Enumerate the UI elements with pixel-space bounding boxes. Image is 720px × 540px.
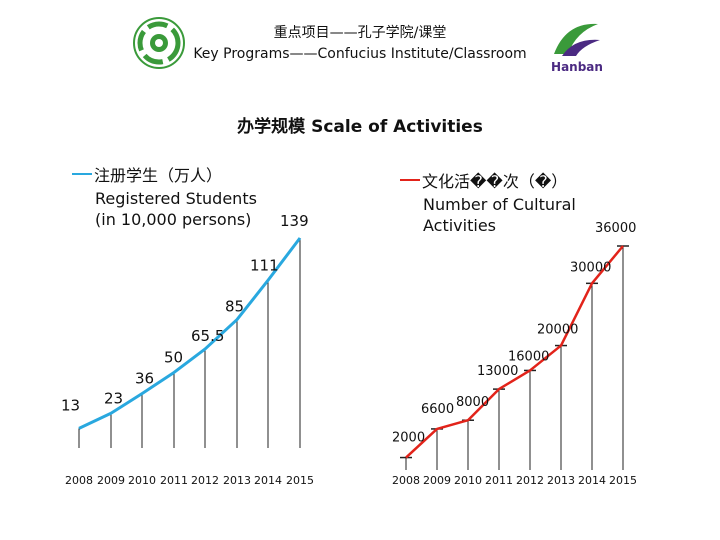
students-x-tick-2010: 2010 [128, 474, 156, 487]
legend-activities-en-1: Number of Cultural [423, 195, 576, 214]
activities-x-tick-2011: 2011 [485, 474, 513, 487]
students-x-tick-2008: 2008 [65, 474, 93, 487]
legend-swatch-students [72, 173, 92, 175]
activities-value-label-2008: 2000 [392, 431, 425, 446]
legend-activities-zh: 文化活��次（�） [422, 172, 568, 191]
activities-value-label-2012: 16000 [508, 349, 549, 364]
students-value-label-2010: 36 [135, 370, 154, 388]
activities-x-tick-2008: 2008 [392, 474, 420, 487]
legend-students-zh: 注册学生（万人） [94, 166, 223, 185]
activities-value-label-2011: 13000 [477, 364, 518, 379]
activities-value-label-2010: 8000 [456, 395, 489, 410]
activities-value-label-2015: 36000 [595, 221, 636, 236]
students-x-tick-2015: 2015 [286, 474, 314, 487]
activities-x-tick-2013: 2013 [547, 474, 575, 487]
legend-activities-en-2: Activities [423, 216, 496, 235]
students-series-line [78, 237, 302, 430]
activities-x-tick-2012: 2012 [516, 474, 544, 487]
activities-x-tick-2014: 2014 [578, 474, 606, 487]
legend-activities: 文化活��次（�） Number of Cultural Activities [400, 168, 576, 235]
activities-value-label-2013: 20000 [537, 323, 578, 338]
legend-students: 注册学生（万人） Registered Students (in 10,000 … [72, 162, 257, 229]
legend-swatch-activities [400, 179, 420, 181]
students-x-tick-2012: 2012 [191, 474, 219, 487]
students-value-label-2013: 85 [225, 298, 244, 316]
students-value-label-2008: 13 [61, 396, 80, 414]
confucius-institute-logo [133, 17, 185, 69]
legend-students-en-1: Registered Students [95, 189, 257, 208]
students-value-label-2012: 65.5 [191, 327, 224, 345]
students-x-tick-2011: 2011 [160, 474, 188, 487]
hanban-logo-text: Hanban [551, 60, 603, 74]
activities-series-line [405, 245, 624, 459]
legend-students-en-2: (in 10,000 persons) [95, 210, 252, 229]
activities-x-tick-2015: 2015 [609, 474, 637, 487]
header-title-zh: 重点项目——孔子学院/课堂 [273, 25, 447, 41]
students-value-label-2014: 111 [250, 256, 279, 274]
activities-value-label-2009: 6600 [421, 402, 454, 417]
activities-x-tick-2010: 2010 [454, 474, 482, 487]
activities-x-tick-2009: 2009 [423, 474, 451, 487]
section-title: 办学规模 Scale of Activities [237, 117, 483, 137]
hanban-logo: Hanban [551, 23, 603, 74]
students-x-tick-2014: 2014 [254, 474, 282, 487]
activities-value-label-2014: 30000 [570, 260, 611, 275]
students-x-tick-2009: 2009 [97, 474, 125, 487]
students-value-label-2015: 139 [280, 212, 309, 230]
students-x-tick-2013: 2013 [223, 474, 251, 487]
students-value-label-2009: 23 [104, 389, 123, 407]
header-title-en: Key Programs——Confucius Institute/Classr… [193, 46, 527, 62]
students-value-label-2011: 50 [164, 348, 183, 366]
